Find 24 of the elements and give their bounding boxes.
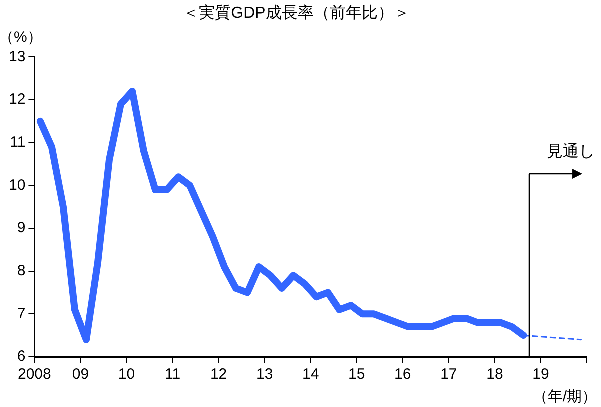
y-tick-label: 8: [17, 262, 26, 280]
y-tick-label: 6: [17, 348, 26, 366]
y-tick-label: 9: [17, 220, 26, 237]
x-tick-label: 15: [348, 366, 366, 384]
x-tick-label: 16: [394, 366, 412, 384]
x-axis-title: （年/期）: [532, 388, 597, 406]
x-tick-label: 11: [164, 366, 181, 384]
x-tick-label: 12: [210, 366, 228, 384]
ref-line-label: 見通し: [547, 142, 595, 161]
x-tick-label: 13: [256, 366, 274, 384]
x-tick-label: 14: [302, 366, 320, 384]
chart-title: ＜実質GDP成長率（前年比）＞: [183, 4, 410, 22]
x-tick-label: 09: [72, 366, 90, 384]
x-tick-label: 10: [118, 366, 136, 384]
x-tick-label: 19: [532, 366, 550, 384]
x-tick-label: 2008: [18, 366, 52, 384]
x-tick-label: 17: [440, 366, 458, 384]
y-tick-label: 11: [10, 134, 26, 151]
x-tick-label: 18: [486, 366, 504, 384]
y-tick-label: 13: [8, 48, 26, 66]
y-tick-label: 10: [8, 176, 26, 194]
y-tick-label: 7: [17, 305, 26, 322]
y-tick-label: 12: [8, 91, 26, 108]
y-axis-title: （%）: [0, 28, 42, 46]
